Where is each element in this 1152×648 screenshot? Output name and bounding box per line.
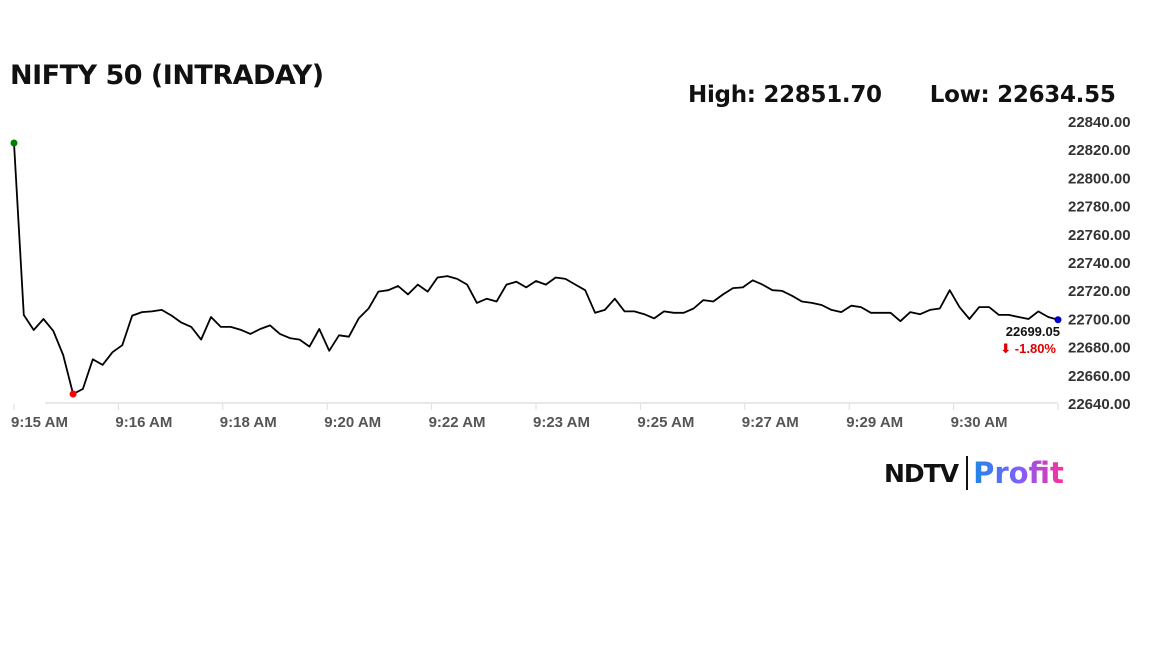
x-tick-label: 9:22 AM [429,414,486,431]
low-value: Low: 22634.55 [929,82,1116,108]
last-point-marker [1054,316,1062,324]
last-value-label: 22699.05 [1006,324,1060,339]
y-tick-label: 22660.00 [1068,368,1131,385]
low-point-marker [69,390,77,398]
y-tick-label: 22780.00 [1068,199,1131,216]
y-tick-label: 22760.00 [1068,227,1131,244]
x-tick-label: 9:15 AM [11,414,68,431]
y-tick-label: 22820.00 [1068,142,1131,159]
y-tick-label: 22640.00 [1068,396,1131,413]
y-tick-label: 22740.00 [1068,255,1131,272]
x-tick-label: 9:20 AM [324,414,381,431]
y-tick-label: 22680.00 [1068,340,1131,357]
x-tick-label: 9:29 AM [846,414,903,431]
y-tick-label: 22840.00 [1068,114,1131,131]
x-tick-label: 9:23 AM [533,414,590,431]
x-tick-label: 9:25 AM [637,414,694,431]
change-label: ⬇ -1.80% [1000,341,1056,356]
x-tick-label: 9:27 AM [742,414,799,431]
logo-profit: Profit [973,456,1064,490]
y-tick-label: 22800.00 [1068,170,1131,187]
y-tick-label: 22720.00 [1068,283,1131,300]
x-tick-label: 9:18 AM [220,414,277,431]
y-tick-label: 22700.00 [1068,311,1131,328]
chart-title: NIFTY 50 (INTRADAY) [10,60,324,91]
logo-divider [966,456,969,490]
high-value: High: 22851.70 [688,82,882,108]
x-tick-label: 9:16 AM [115,414,172,431]
open-point-marker [10,139,18,147]
ndtv-profit-logo: NDTV Profit [884,455,1064,491]
high-low-summary: High: 22851.70 Low: 22634.55 [688,82,1116,108]
x-tick-label: 9:30 AM [951,414,1008,431]
logo-ndtv: NDTV [884,458,959,488]
series-line [13,142,1059,395]
